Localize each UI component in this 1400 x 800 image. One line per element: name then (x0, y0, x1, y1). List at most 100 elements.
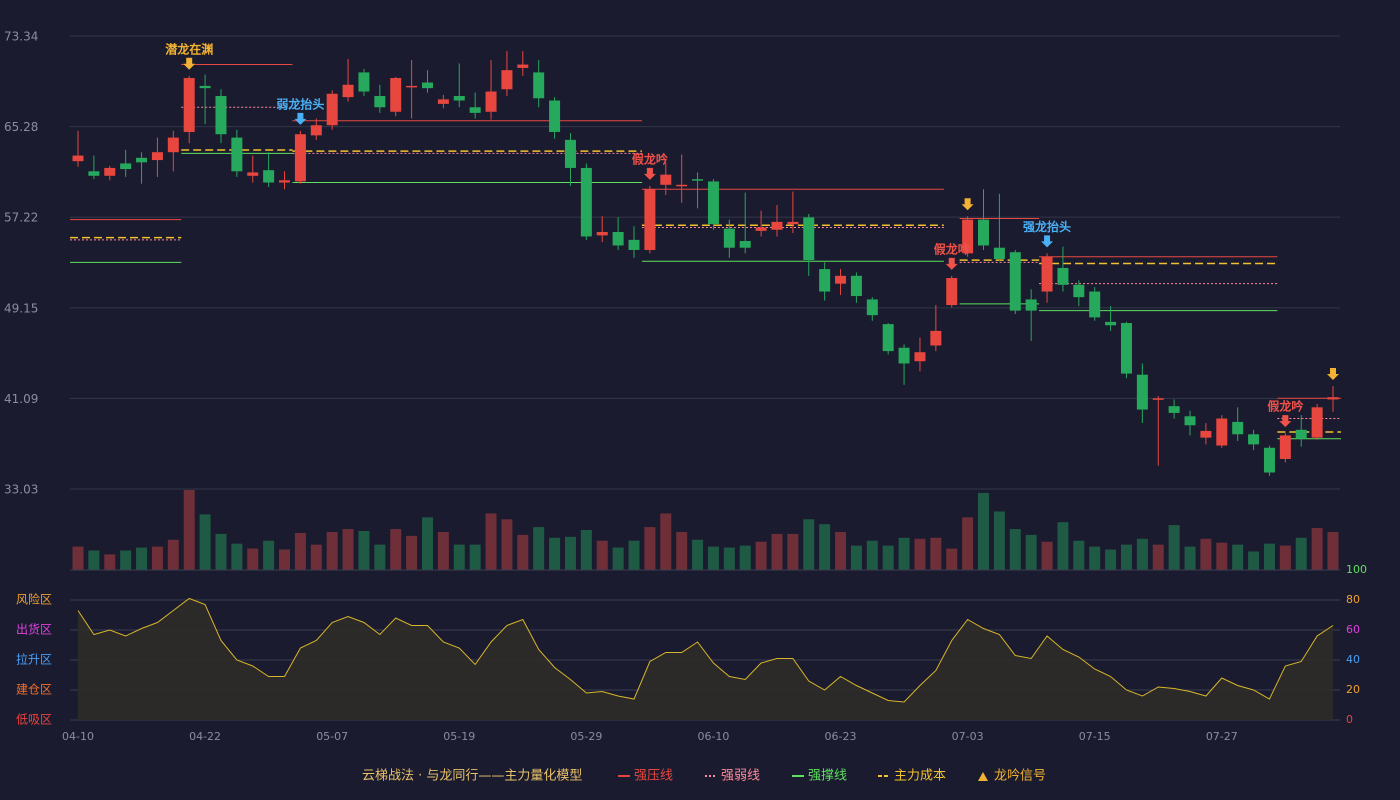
signal-arrow (294, 112, 307, 125)
signal-arrow (643, 167, 656, 180)
candle-body (612, 231, 624, 246)
candle-body (914, 352, 926, 362)
volume-bar (946, 548, 958, 570)
candle-body (1263, 447, 1275, 473)
volume-bar (263, 540, 275, 570)
osc-tick-label: 40 (1346, 653, 1360, 666)
volume-bar (1105, 549, 1117, 570)
volume-bar (1057, 522, 1069, 570)
candle-body (72, 155, 84, 162)
volume-bar (501, 519, 513, 570)
volume-bar (771, 533, 783, 570)
volume-bar (644, 527, 656, 570)
y-tick-label: 33.03 (4, 483, 38, 497)
x-tick-label: 05-07 (316, 730, 348, 743)
volume-bar (850, 545, 862, 570)
candle-body (469, 107, 481, 113)
zone-label: 建仓区 (16, 683, 52, 697)
candle-body (437, 99, 449, 104)
candle-body (771, 221, 783, 230)
zone-label: 风险区 (16, 592, 52, 607)
candle-body (88, 171, 100, 176)
y-tick-label: 57.22 (4, 211, 38, 225)
signal-arrow (961, 198, 974, 211)
candle-body (1009, 252, 1021, 311)
osc-tick-label: 80 (1346, 593, 1360, 606)
volume-bar (1200, 538, 1212, 570)
candle-body (104, 167, 116, 176)
volume-bar (1311, 528, 1323, 570)
volume-bar (835, 531, 847, 570)
volume-bar (628, 540, 640, 570)
legend-label: 主力成本 (894, 769, 946, 784)
candle-body (453, 96, 465, 101)
candle-body (676, 184, 688, 187)
volume-bar (564, 536, 576, 570)
candle-body (1216, 418, 1228, 446)
candle-body (1152, 398, 1164, 400)
volume-bar (1216, 542, 1228, 570)
candle-body (517, 64, 529, 68)
volume-bar (1168, 525, 1180, 570)
signal-label: 假龙吟 (1267, 399, 1303, 414)
candle-body (993, 247, 1005, 259)
volume-bar (183, 490, 195, 570)
volume-bar (1279, 545, 1291, 570)
zone-label: 出货区 (16, 622, 52, 637)
x-tick-label: 04-10 (62, 730, 94, 743)
volume-bar (549, 537, 561, 570)
volume-bar (199, 514, 211, 570)
candle-body (1327, 397, 1339, 400)
signal-label: 弱龙抬头 (276, 96, 324, 111)
candle-body (485, 91, 497, 112)
volume-bar (310, 544, 322, 570)
candle-body (946, 278, 958, 306)
candle-body (1248, 434, 1260, 445)
volume-bar (231, 543, 243, 570)
volume-bar (421, 517, 433, 570)
candle-body (1311, 407, 1323, 438)
volume-bar (707, 546, 719, 570)
legend-label: 强压线 (634, 769, 673, 784)
volume-bar (1248, 551, 1260, 570)
candle-body (1232, 421, 1244, 435)
candle-body (628, 239, 640, 250)
candle-body (835, 275, 847, 284)
volume-bar (1073, 540, 1085, 570)
x-tick-label: 07-03 (952, 730, 984, 743)
volume-bar (374, 544, 386, 570)
legend-title: 云梯战法 · 与龙同行——主力量化模型 (362, 769, 582, 784)
candle-body (199, 85, 211, 89)
candle-body (787, 221, 799, 225)
volume-bar (580, 530, 592, 570)
volume-bar (533, 527, 545, 570)
candle-body (549, 100, 561, 132)
candle-body (310, 125, 322, 136)
candle-body (120, 163, 132, 170)
candle-body (1279, 435, 1291, 459)
candle-body (755, 227, 767, 231)
volume-bar (1232, 544, 1244, 570)
volume-bar (72, 546, 84, 570)
volume-bar (930, 537, 942, 570)
x-tick-label: 05-29 (570, 730, 602, 743)
volume-bar (247, 548, 259, 570)
candle-body (850, 275, 862, 297)
volume-bar (342, 529, 354, 570)
candle-body (723, 228, 735, 248)
volume-bar (1025, 534, 1037, 570)
candle-body (406, 85, 418, 88)
y-tick-label: 65.28 (4, 120, 38, 134)
volume-bar (898, 537, 910, 570)
signal-arrow (183, 57, 196, 70)
volume-bar (1089, 546, 1101, 570)
volume-bar (978, 492, 990, 570)
candle-body (183, 78, 195, 132)
candle-body (231, 137, 243, 172)
volume-bar (612, 547, 624, 570)
volume-bar (1263, 543, 1275, 570)
candle-body (326, 93, 338, 126)
candle-body (358, 72, 370, 92)
x-tick-label: 06-23 (825, 730, 857, 743)
